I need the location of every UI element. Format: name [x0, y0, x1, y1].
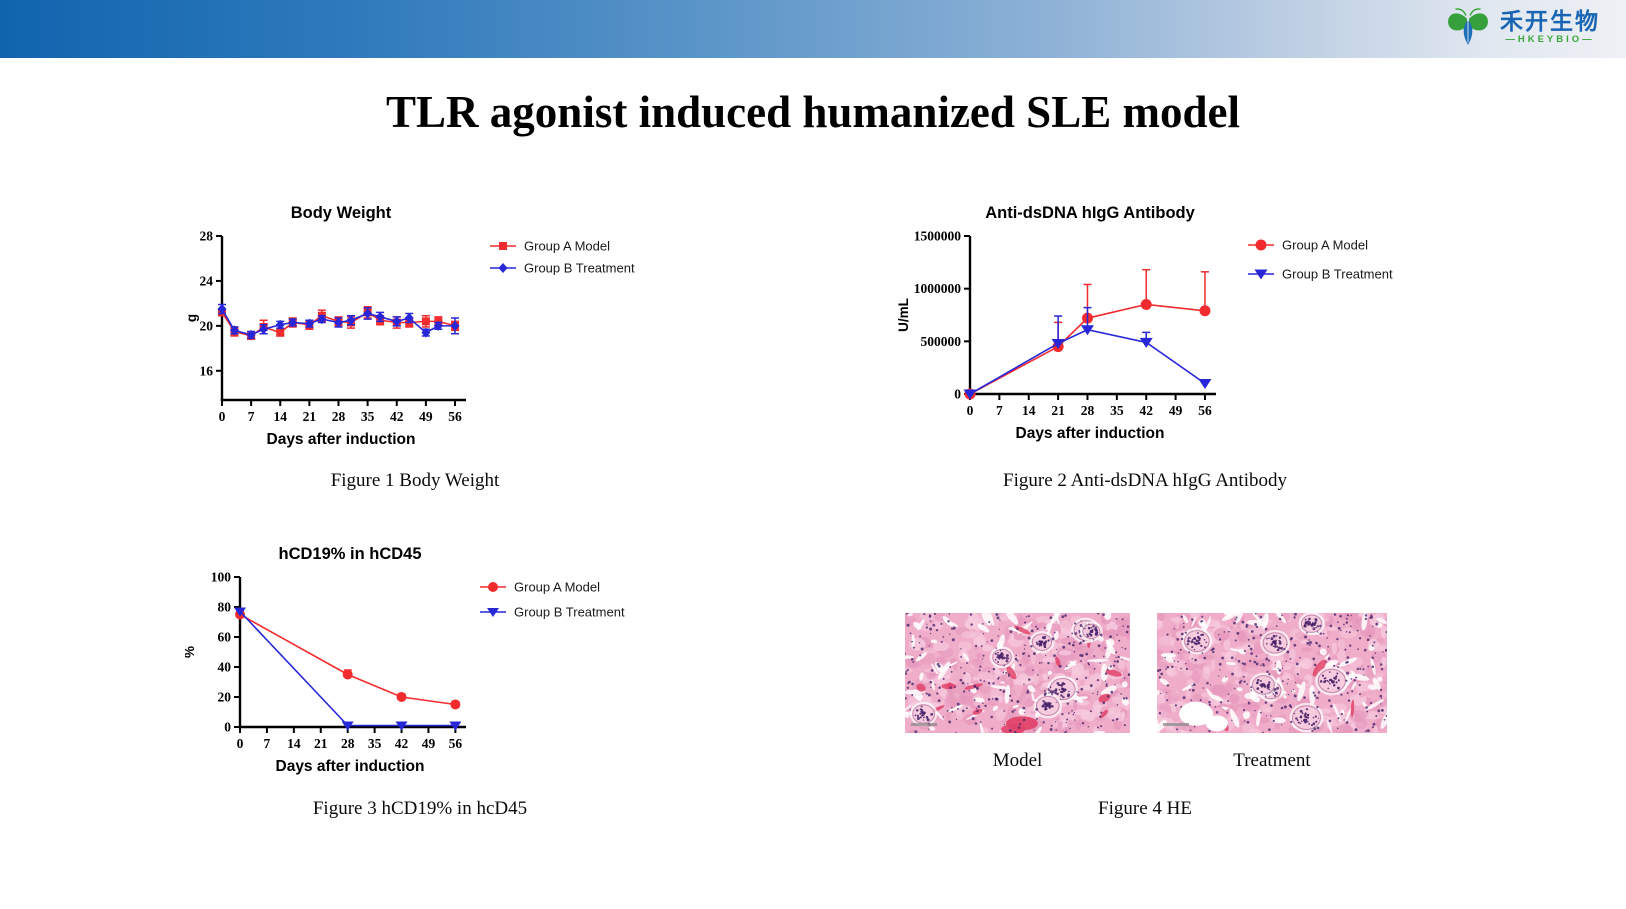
- x-tick-label: 14: [287, 736, 301, 751]
- hcd19-chart: 0 20 40 60 80 100 0 7 14 21 28 35 42 49 56 hCD19% in hC…: [185, 545, 625, 775]
- y-tick-label: 20: [200, 318, 214, 333]
- y-tick-label: 80: [218, 600, 232, 615]
- legend-label: Group A Model: [1282, 238, 1368, 253]
- x-tick-label: 42: [390, 409, 404, 424]
- x-tick-label: 0: [967, 403, 974, 418]
- y-tick-label: 20: [218, 690, 232, 705]
- x-tick-label: 35: [368, 736, 382, 751]
- x-tick-label: 49: [419, 409, 433, 424]
- x-tick-label: 49: [1169, 403, 1183, 418]
- x-tick-label: 14: [1022, 403, 1036, 418]
- he-model-label: Model: [992, 750, 1043, 771]
- series-line: [239, 613, 456, 706]
- figure4-caption: Figure 4 HE: [1098, 798, 1192, 819]
- x-tick-label: 56: [448, 409, 462, 424]
- y-tick-label: 24: [200, 273, 214, 288]
- x-tick-label: 42: [395, 736, 409, 751]
- logo-company-name: 禾开生物: [1500, 7, 1600, 34]
- logo-company-subtitle: —HKEYBIO—: [1505, 34, 1595, 46]
- x-tick-label: 28: [341, 736, 355, 751]
- y-tick-label: 60: [218, 630, 232, 645]
- x-tick-label: 49: [422, 736, 436, 751]
- he-treatment-image: [1157, 613, 1387, 733]
- figure2-caption: Figure 2 Anti-dsDNA hIgG Antibody: [1003, 470, 1287, 491]
- y-tick-label: 0: [224, 720, 231, 735]
- series-line: [239, 610, 456, 727]
- chart-title: hCD19% in hCD45: [278, 545, 421, 563]
- x-tick-label: 35: [1110, 403, 1124, 418]
- x-axis-label: Days after induction: [267, 431, 416, 448]
- x-tick-label: 56: [449, 736, 463, 751]
- x-tick-label: 21: [314, 736, 328, 751]
- x-tick-label: 21: [303, 409, 317, 424]
- logo-butterfly-icon: [1448, 8, 1488, 45]
- x-tick-label: 14: [274, 409, 288, 424]
- legend-label: Group B Treatment: [1282, 267, 1393, 282]
- y-tick-label: 100: [211, 570, 232, 585]
- he-treatment-label: Treatment: [1233, 750, 1311, 771]
- x-tick-label: 28: [1081, 403, 1095, 418]
- logo-text: 禾开生物 —HKEYBIO—: [1500, 9, 1600, 45]
- x-tick-label: 7: [996, 403, 1003, 418]
- chart-title: Anti-dsDNA hIgG Antibody: [985, 204, 1195, 222]
- x-tick-label: 56: [1198, 403, 1212, 418]
- x-tick-label: 42: [1139, 403, 1153, 418]
- x-axis-label: Days after induction: [276, 758, 425, 775]
- figure3-caption: Figure 3 hCD19% in hcD45: [312, 798, 528, 819]
- legend-label: Group B Treatment: [514, 605, 625, 620]
- header-bar: 禾开生物 —HKEYBIO—: [0, 0, 1626, 58]
- y-tick-label: 500000: [921, 334, 962, 349]
- series-line: [969, 328, 1206, 395]
- body-weight-chart: 16 20 24 28 0 7 14 21 28 35 42 49 56 Body Weight Days …: [184, 204, 635, 448]
- x-tick-label: 7: [248, 409, 255, 424]
- he-model-image: [905, 613, 1130, 733]
- anti-dsdna-chart: 0 500000 1000000 1500000 0 7 14 21 28 35 42 49 56 Ant…: [896, 204, 1393, 442]
- y-tick-label: 1000000: [914, 281, 962, 296]
- y-tick-label: 0: [954, 387, 961, 402]
- x-tick-label: 35: [361, 409, 375, 424]
- x-tick-label: 0: [219, 409, 226, 424]
- x-tick-label: 7: [264, 736, 271, 751]
- legend-label: Group A Model: [524, 239, 610, 254]
- x-tick-label: 0: [237, 736, 244, 751]
- x-tick-label: 28: [332, 409, 346, 424]
- chart-title: Body Weight: [291, 204, 392, 222]
- legend-label: Group A Model: [514, 580, 600, 595]
- y-tick-label: 28: [200, 229, 214, 244]
- legend-label: Group B Treatment: [524, 261, 635, 276]
- y-tick-label: 40: [218, 660, 232, 675]
- y-axis-label: U/mL: [896, 298, 911, 332]
- slide-title: TLR agonist induced humanized SLE model: [386, 87, 1240, 137]
- logo: 禾开生物 —HKEYBIO—: [1445, 6, 1600, 48]
- x-axis-label: Days after induction: [1016, 425, 1165, 442]
- figure1-caption: Figure 1 Body Weight: [330, 470, 500, 491]
- x-tick-label: 21: [1051, 403, 1065, 418]
- y-axis-label: g: [184, 314, 199, 322]
- y-tick-label: 16: [200, 363, 214, 378]
- y-axis-label: %: [185, 646, 197, 658]
- y-tick-label: 1500000: [914, 229, 962, 244]
